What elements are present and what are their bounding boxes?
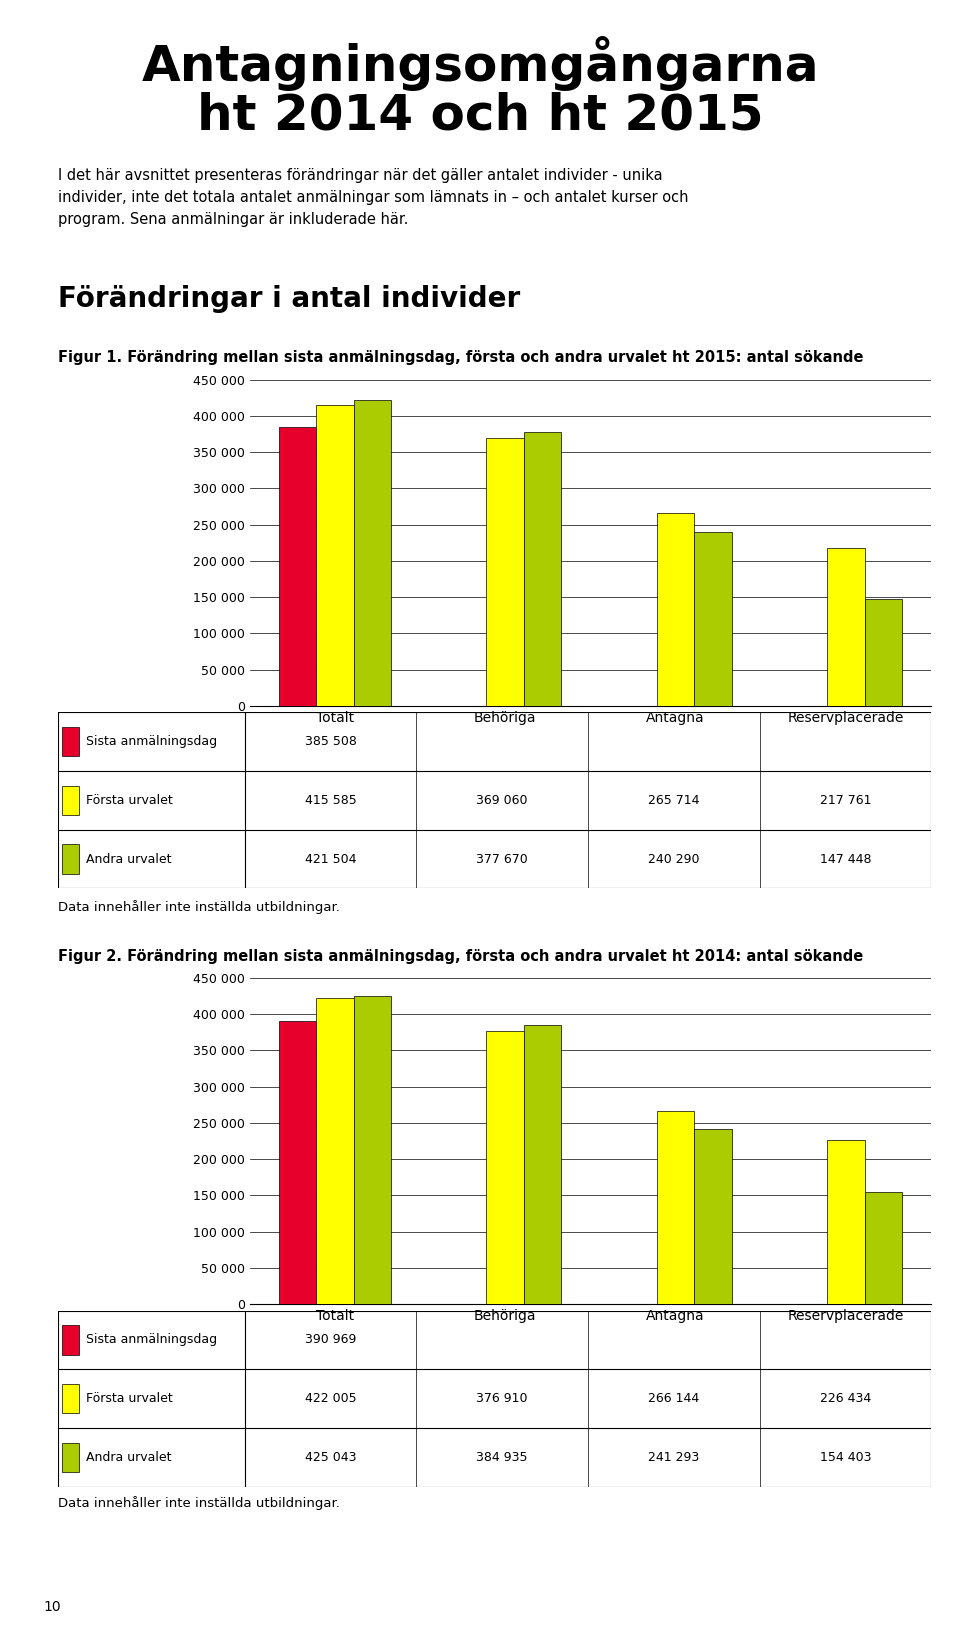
Text: 147 448: 147 448 bbox=[820, 852, 871, 866]
Text: 266 144: 266 144 bbox=[648, 1392, 700, 1405]
Bar bbox=[524, 432, 562, 706]
Text: 369 060: 369 060 bbox=[476, 794, 528, 807]
Text: 226 434: 226 434 bbox=[820, 1392, 871, 1405]
Text: Första urvalet: Första urvalet bbox=[85, 1392, 173, 1405]
Text: Data innehåller inte inställda utbildningar.: Data innehåller inte inställda utbildnin… bbox=[58, 1496, 340, 1511]
Bar bbox=[278, 1020, 316, 1304]
Text: Sista anmälningsdag: Sista anmälningsdag bbox=[85, 735, 217, 748]
Bar bbox=[694, 531, 732, 706]
Text: Andra urvalet: Andra urvalet bbox=[85, 1451, 171, 1464]
Bar bbox=[657, 513, 694, 706]
Bar bbox=[657, 1112, 694, 1304]
Bar bbox=[62, 727, 79, 756]
Bar bbox=[62, 844, 79, 874]
Text: 377 670: 377 670 bbox=[476, 852, 528, 866]
Text: 217 761: 217 761 bbox=[820, 794, 871, 807]
Bar bbox=[62, 1325, 79, 1355]
Bar bbox=[828, 1139, 865, 1304]
Bar bbox=[353, 401, 391, 706]
Bar bbox=[487, 438, 524, 706]
Bar bbox=[828, 548, 865, 706]
Text: 265 714: 265 714 bbox=[648, 794, 700, 807]
Bar bbox=[316, 404, 353, 706]
Text: 154 403: 154 403 bbox=[820, 1451, 871, 1464]
Bar bbox=[62, 1443, 79, 1472]
Text: Sista anmälningsdag: Sista anmälningsdag bbox=[85, 1333, 217, 1346]
Text: 385 508: 385 508 bbox=[304, 735, 356, 748]
Bar bbox=[694, 1130, 732, 1304]
Text: 390 969: 390 969 bbox=[305, 1333, 356, 1346]
Text: ht 2014 och ht 2015: ht 2014 och ht 2015 bbox=[197, 91, 763, 139]
Bar bbox=[316, 998, 353, 1304]
Text: 10: 10 bbox=[43, 1599, 60, 1614]
Text: Antagningsomgångarna: Antagningsomgångarna bbox=[141, 36, 819, 91]
Text: 384 935: 384 935 bbox=[476, 1451, 528, 1464]
Bar bbox=[865, 598, 902, 706]
Text: Andra urvalet: Andra urvalet bbox=[85, 852, 171, 866]
Text: 425 043: 425 043 bbox=[305, 1451, 356, 1464]
Text: I det här avsnittet presenteras förändringar när det gäller antalet individer - : I det här avsnittet presenteras förändri… bbox=[58, 168, 688, 227]
Text: 241 293: 241 293 bbox=[648, 1451, 700, 1464]
Bar bbox=[353, 996, 391, 1304]
Text: 376 910: 376 910 bbox=[476, 1392, 528, 1405]
Text: 240 290: 240 290 bbox=[648, 852, 700, 866]
Bar bbox=[62, 1384, 79, 1413]
Bar bbox=[524, 1025, 562, 1304]
Bar bbox=[487, 1030, 524, 1304]
Text: 422 005: 422 005 bbox=[304, 1392, 356, 1405]
Text: Figur 1. Förändring mellan sista anmälningsdag, första och andra urvalet ht 2015: Figur 1. Förändring mellan sista anmälni… bbox=[58, 350, 863, 365]
Text: Figur 2. Förändring mellan sista anmälningsdag, första och andra urvalet ht 2014: Figur 2. Förändring mellan sista anmälni… bbox=[58, 949, 863, 963]
Text: Första urvalet: Första urvalet bbox=[85, 794, 173, 807]
Text: Förändringar i antal individer: Förändringar i antal individer bbox=[58, 285, 520, 313]
Bar bbox=[278, 427, 316, 706]
Text: Data innehåller inte inställda utbildningar.: Data innehåller inte inställda utbildnin… bbox=[58, 900, 340, 914]
Text: 415 585: 415 585 bbox=[304, 794, 356, 807]
Bar bbox=[62, 786, 79, 815]
Text: 421 504: 421 504 bbox=[305, 852, 356, 866]
Bar bbox=[865, 1192, 902, 1304]
